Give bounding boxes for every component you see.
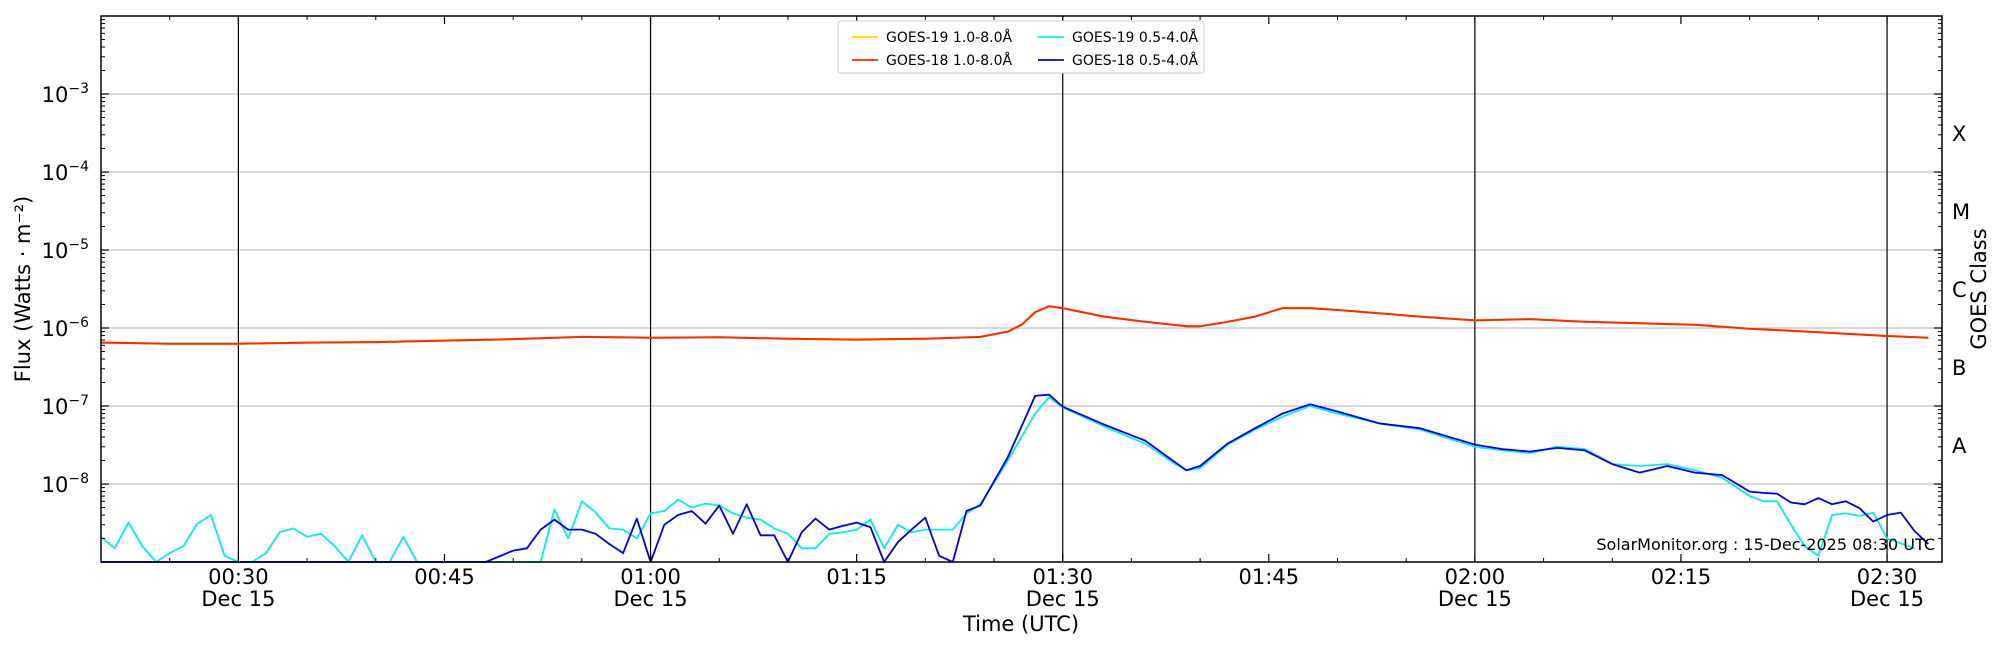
legend-entry: GOES-19 0.5-4.0Å — [1072, 29, 1198, 46]
y-tick-label: 10−4 — [42, 159, 89, 185]
y-axis-title: Flux (Watts · m⁻²) — [11, 196, 35, 382]
legend-entry: GOES-18 0.5-4.0Å — [1072, 52, 1198, 69]
goes-class-label: M — [1952, 200, 1970, 224]
y-axis-ticks: 10−8 10−7 10−6 10−5 10−4 10−3 — [42, 19, 1942, 540]
series-lines — [100, 305, 1929, 563]
x-tick-date-label: Dec 15 — [1438, 587, 1512, 611]
x-tick-date-label: Dec 15 — [1026, 587, 1100, 611]
goes-class-label: A — [1952, 434, 1967, 458]
y-tick-label: 10−8 — [42, 471, 89, 497]
x-tick-label: 01:45 — [1239, 565, 1300, 589]
x-tick-label: 02:30 — [1857, 565, 1918, 589]
goes-class-label: B — [1952, 356, 1966, 380]
x-tick-date-label: Dec 15 — [201, 587, 275, 611]
x-tick-label: 01:30 — [1032, 565, 1093, 589]
gridlines — [101, 93, 1942, 485]
x-tick-label: 02:00 — [1445, 565, 1506, 589]
goes-class-axis-title: GOES Class — [1967, 228, 1991, 349]
x-axis-title: Time (UTC) — [962, 612, 1079, 636]
legend: GOES-19 1.0-8.0Å GOES-18 1.0-8.0Å GOES-19 … — [837, 20, 1205, 74]
credit-text: SolarMonitor.org : 15-Dec-2025 08:30 UTC — [1596, 535, 1935, 554]
x-tick-date-label: Dec 15 — [614, 587, 688, 611]
plot-frame — [100, 15, 1943, 563]
y-tick-label: 10−5 — [42, 237, 89, 263]
x-tick-label: 00:45 — [414, 565, 475, 589]
legend-entry: GOES-18 1.0-8.0Å — [886, 52, 1012, 69]
x-tick-label: 01:15 — [826, 565, 887, 589]
legend-box — [837, 20, 1205, 74]
y-tick-label: 10−3 — [42, 81, 89, 107]
x-tick-label: 01:00 — [620, 565, 681, 589]
day-marker-lines — [237, 16, 1888, 562]
series-line — [101, 393, 1929, 563]
goes-class-labels: A B C M X — [1952, 122, 1970, 458]
y-tick-label: 10−7 — [42, 393, 89, 419]
legend-entry: GOES-19 1.0-8.0Å — [886, 29, 1012, 46]
x-tick-date-label: Dec 15 — [1850, 587, 1924, 611]
goes-class-label: X — [1952, 122, 1966, 146]
y-tick-label: 10−6 — [42, 315, 89, 341]
series-line — [100, 305, 1929, 345]
series-line — [100, 305, 1929, 345]
x-tick-label: 02:15 — [1651, 565, 1712, 589]
x-tick-label: 00:30 — [208, 565, 269, 589]
goes-class-label: C — [1952, 278, 1967, 302]
